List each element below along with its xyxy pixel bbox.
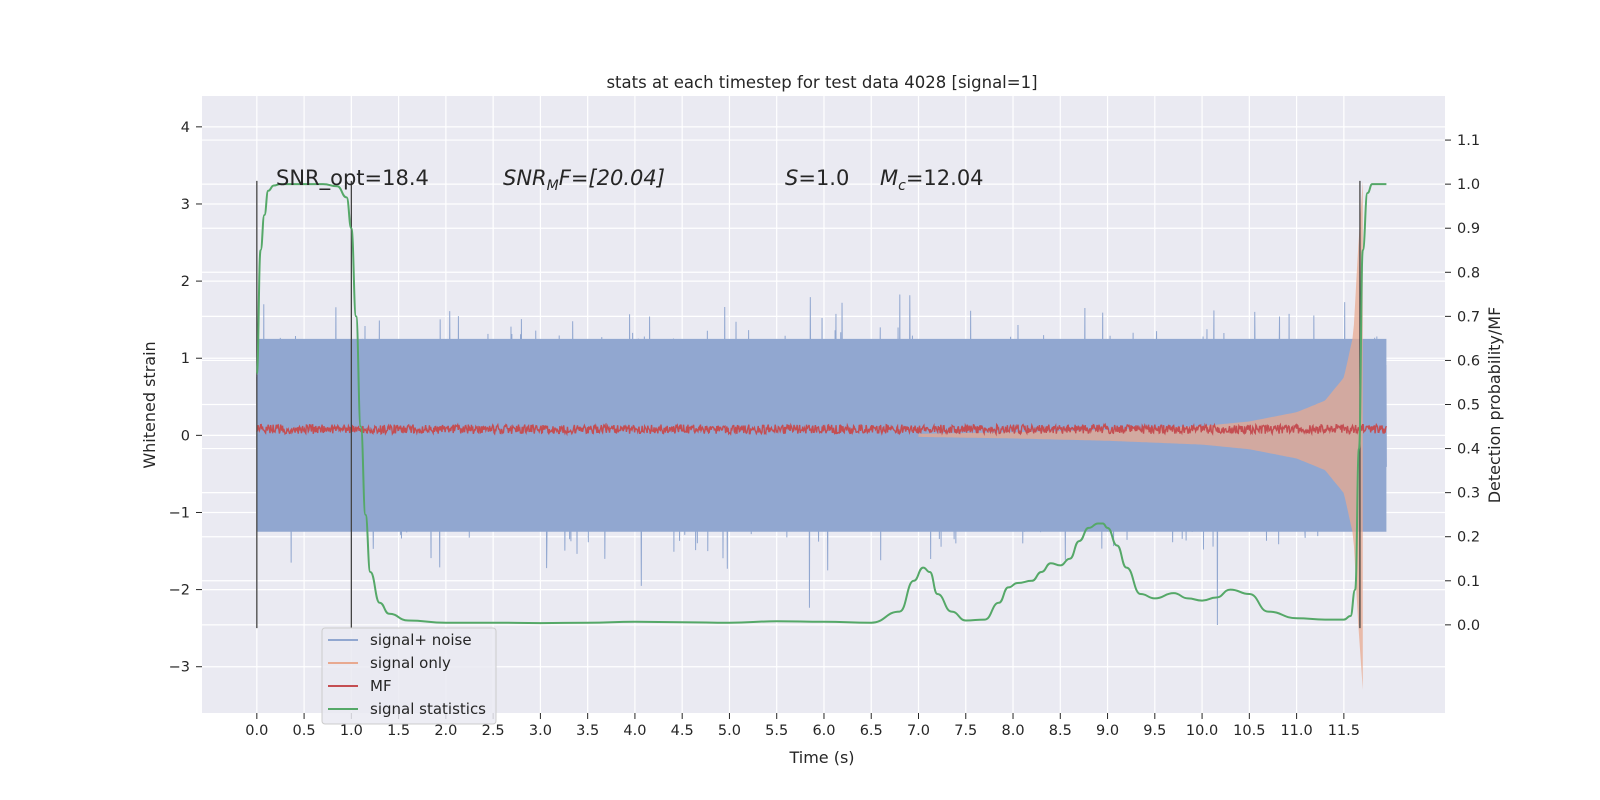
y-right-tick-label-6: 0.6: [1457, 353, 1480, 369]
y-left-tick-label-0: −3: [169, 660, 190, 676]
x-tick-label-19: 9.5: [1143, 723, 1166, 739]
y-axis-left-ticks: −3 −2 −1 0 1 2 3 4: [169, 120, 202, 676]
y-right-tick-label-9: 0.9: [1457, 221, 1480, 237]
annotation-s-prefix: S: [785, 166, 798, 190]
annotation-snr-mf-sub: M: [547, 178, 559, 194]
x-tick-label-22: 11.0: [1280, 723, 1312, 739]
annotation-mc: Mc=12.04: [880, 166, 984, 194]
x-tick-label-14: 7.0: [907, 723, 930, 739]
y-left-tick-label-3: 0: [181, 428, 190, 444]
annotation-s-value: =1.0: [798, 166, 849, 190]
y-right-tick-label-1: 0.1: [1457, 574, 1480, 590]
y-left-tick-label-4: 1: [181, 351, 190, 367]
legend-label-signal-only: signal only: [370, 654, 451, 672]
y-axis-right-label: Detection probability/MF: [1485, 307, 1504, 504]
series-signal-statistics: [255, 183, 1387, 625]
x-tick-label-1: 0.5: [293, 723, 316, 739]
y-left-tick-label-1: −2: [169, 583, 190, 599]
x-tick-label-2: 1.0: [340, 723, 363, 739]
y-right-tick-label-7: 0.7: [1457, 309, 1480, 325]
series-signal-only: [918, 180, 1363, 690]
y-right-tick-label-10: 1.0: [1457, 177, 1480, 193]
y-right-tick-label-5: 0.5: [1457, 398, 1480, 414]
series-signal-noise-core: [256, 338, 1387, 532]
legend: signal+ noise signal only MF signal stat…: [321, 627, 497, 725]
y-left-tick-label-7: 4: [181, 120, 190, 136]
x-tick-label-15: 7.5: [954, 723, 977, 739]
y-right-tick-label-0: 0.0: [1457, 618, 1480, 634]
y-right-tick-label-4: 0.4: [1457, 442, 1480, 458]
y-left-tick-label-5: 2: [181, 274, 190, 290]
y-right-tick-label-11: 1.1: [1457, 133, 1480, 149]
annotation-mc-sub: c: [898, 178, 906, 194]
annotation-snr-opt: SNR_opt=18.4: [276, 166, 429, 191]
annotation-mc-prefix: M: [880, 166, 898, 190]
y-right-tick-label-3: 0.3: [1457, 486, 1480, 502]
plot-area: [255, 180, 1388, 690]
annotation-snr-mf-value: F=[20.04]: [559, 166, 665, 190]
annotation-s: S=1.0: [785, 166, 849, 190]
annotation-mc-value: =12.04: [906, 166, 984, 190]
x-tick-label-16: 8.0: [1001, 723, 1024, 739]
x-tick-label-11: 5.5: [765, 723, 788, 739]
legend-box: [321, 627, 497, 725]
x-tick-label-3: 1.5: [387, 723, 410, 739]
legend-label-signal-statistics: signal statistics: [370, 700, 486, 718]
x-tick-label-8: 4.0: [623, 723, 646, 739]
annotation-snr-mf-prefix: SNR: [503, 166, 547, 190]
y-right-tick-label-8: 0.8: [1457, 265, 1480, 281]
x-tick-label-9: 4.5: [671, 723, 694, 739]
x-tick-label-23: 11.5: [1328, 723, 1360, 739]
x-tick-label-18: 9.0: [1096, 723, 1119, 739]
legend-label-mf: MF: [370, 677, 392, 695]
y-left-tick-label-6: 3: [181, 197, 190, 213]
x-tick-label-12: 6.0: [812, 723, 835, 739]
y-left-tick-label-2: −1: [169, 505, 190, 521]
x-axis-label: Time (s): [788, 748, 854, 767]
x-tick-label-10: 5.0: [718, 723, 741, 739]
x-tick-label-4: 2.0: [434, 723, 457, 739]
x-tick-label-6: 3.0: [529, 723, 552, 739]
series-mf: [256, 422, 1388, 437]
x-tick-label-13: 6.5: [860, 723, 883, 739]
x-tick-label-21: 10.5: [1233, 723, 1265, 739]
x-axis-ticks: 0.0 0.5 1.0 1.5 2.0 2.5 3.0 3.5 4.0 4.5 5.0 5.5 6.0 6…: [245, 713, 1360, 739]
x-tick-label-17: 8.5: [1049, 723, 1072, 739]
chart-title: stats at each timestep for test data 402…: [606, 73, 1037, 92]
x-tick-label-5: 2.5: [482, 723, 505, 739]
y-right-tick-label-2: 0.2: [1457, 530, 1480, 546]
annotation-snr-mf: SNRMF=[20.04]: [503, 166, 665, 194]
y-axis-right-ticks: 0.0 0.1 0.2 0.3 0.4 0.5 0.6 0.7 0.8 0.9 1.0 1.1: [1445, 133, 1480, 634]
x-tick-label-7: 3.5: [576, 723, 599, 739]
x-tick-label-0: 0.0: [245, 723, 268, 739]
x-tick-label-20: 10.0: [1186, 723, 1218, 739]
y-axis-left-label: Whitened strain: [140, 341, 159, 468]
legend-label-signal-noise: signal+ noise: [370, 631, 472, 649]
